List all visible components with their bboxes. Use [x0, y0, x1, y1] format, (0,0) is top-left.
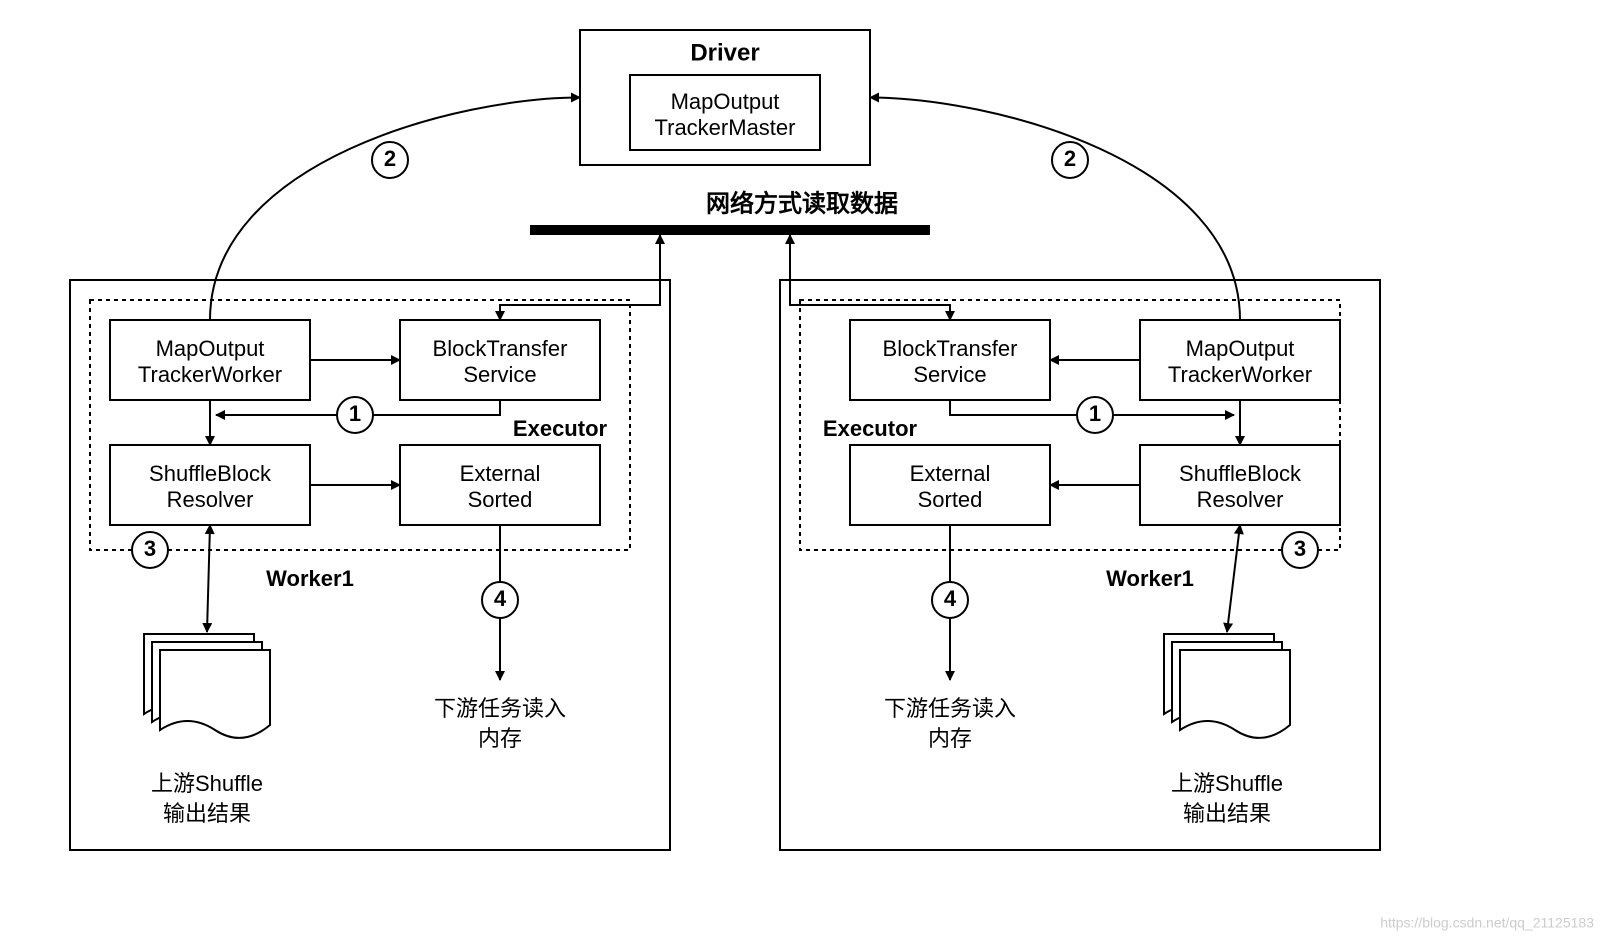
- svg-text:输出结果: 输出结果: [1183, 801, 1271, 826]
- driver-box: Driver MapOutputTrackerMaster: [580, 30, 870, 165]
- watermark: https://blog.csdn.net/qq_21125183: [1380, 915, 1594, 931]
- svg-text:Executor: Executor: [513, 416, 608, 441]
- svg-text:ShuffleBlock: ShuffleBlock: [149, 461, 272, 486]
- svg-text:MapOutput: MapOutput: [671, 89, 780, 114]
- svg-text:Sorted: Sorted: [468, 487, 533, 512]
- svg-text:MapOutput: MapOutput: [156, 336, 265, 361]
- svg-text:内存: 内存: [478, 726, 522, 751]
- svg-text:BlockTransfer: BlockTransfer: [883, 336, 1018, 361]
- svg-text:Sorted: Sorted: [918, 487, 983, 512]
- svg-text:TrackerMaster: TrackerMaster: [655, 115, 796, 140]
- svg-text:3: 3: [1294, 536, 1306, 561]
- svg-text:上游Shuffle: 上游Shuffle: [151, 771, 263, 796]
- svg-text:External: External: [910, 461, 991, 486]
- driver-title: Driver: [690, 39, 759, 66]
- svg-text:ShuffleBlock: ShuffleBlock: [1179, 461, 1302, 486]
- svg-text:TrackerWorker: TrackerWorker: [138, 362, 282, 387]
- svg-text:Service: Service: [913, 362, 986, 387]
- netbar-label: 网络方式读取数据: [706, 189, 898, 217]
- network-bar: [530, 225, 930, 235]
- svg-text:Resolver: Resolver: [1197, 487, 1284, 512]
- svg-text:Resolver: Resolver: [167, 487, 254, 512]
- svg-text:1: 1: [1089, 401, 1101, 426]
- svg-text:2: 2: [1064, 146, 1076, 171]
- svg-text:TrackerWorker: TrackerWorker: [1168, 362, 1312, 387]
- svg-text:Service: Service: [463, 362, 536, 387]
- svg-text:2: 2: [384, 146, 396, 171]
- svg-text:BlockTransfer: BlockTransfer: [433, 336, 568, 361]
- svg-text:4: 4: [494, 586, 507, 611]
- svg-text:3: 3: [144, 536, 156, 561]
- svg-text:Executor: Executor: [823, 416, 918, 441]
- svg-text:1: 1: [349, 401, 361, 426]
- svg-text:Worker1: Worker1: [266, 566, 354, 591]
- svg-text:MapOutput: MapOutput: [1186, 336, 1295, 361]
- svg-text:4: 4: [944, 586, 957, 611]
- svg-text:下游任务读入: 下游任务读入: [884, 696, 1016, 721]
- svg-text:下游任务读入: 下游任务读入: [434, 696, 566, 721]
- svg-text:上游Shuffle: 上游Shuffle: [1171, 771, 1283, 796]
- svg-text:Worker1: Worker1: [1106, 566, 1194, 591]
- svg-text:External: External: [460, 461, 541, 486]
- svg-text:输出结果: 输出结果: [163, 801, 251, 826]
- svg-text:内存: 内存: [928, 726, 972, 751]
